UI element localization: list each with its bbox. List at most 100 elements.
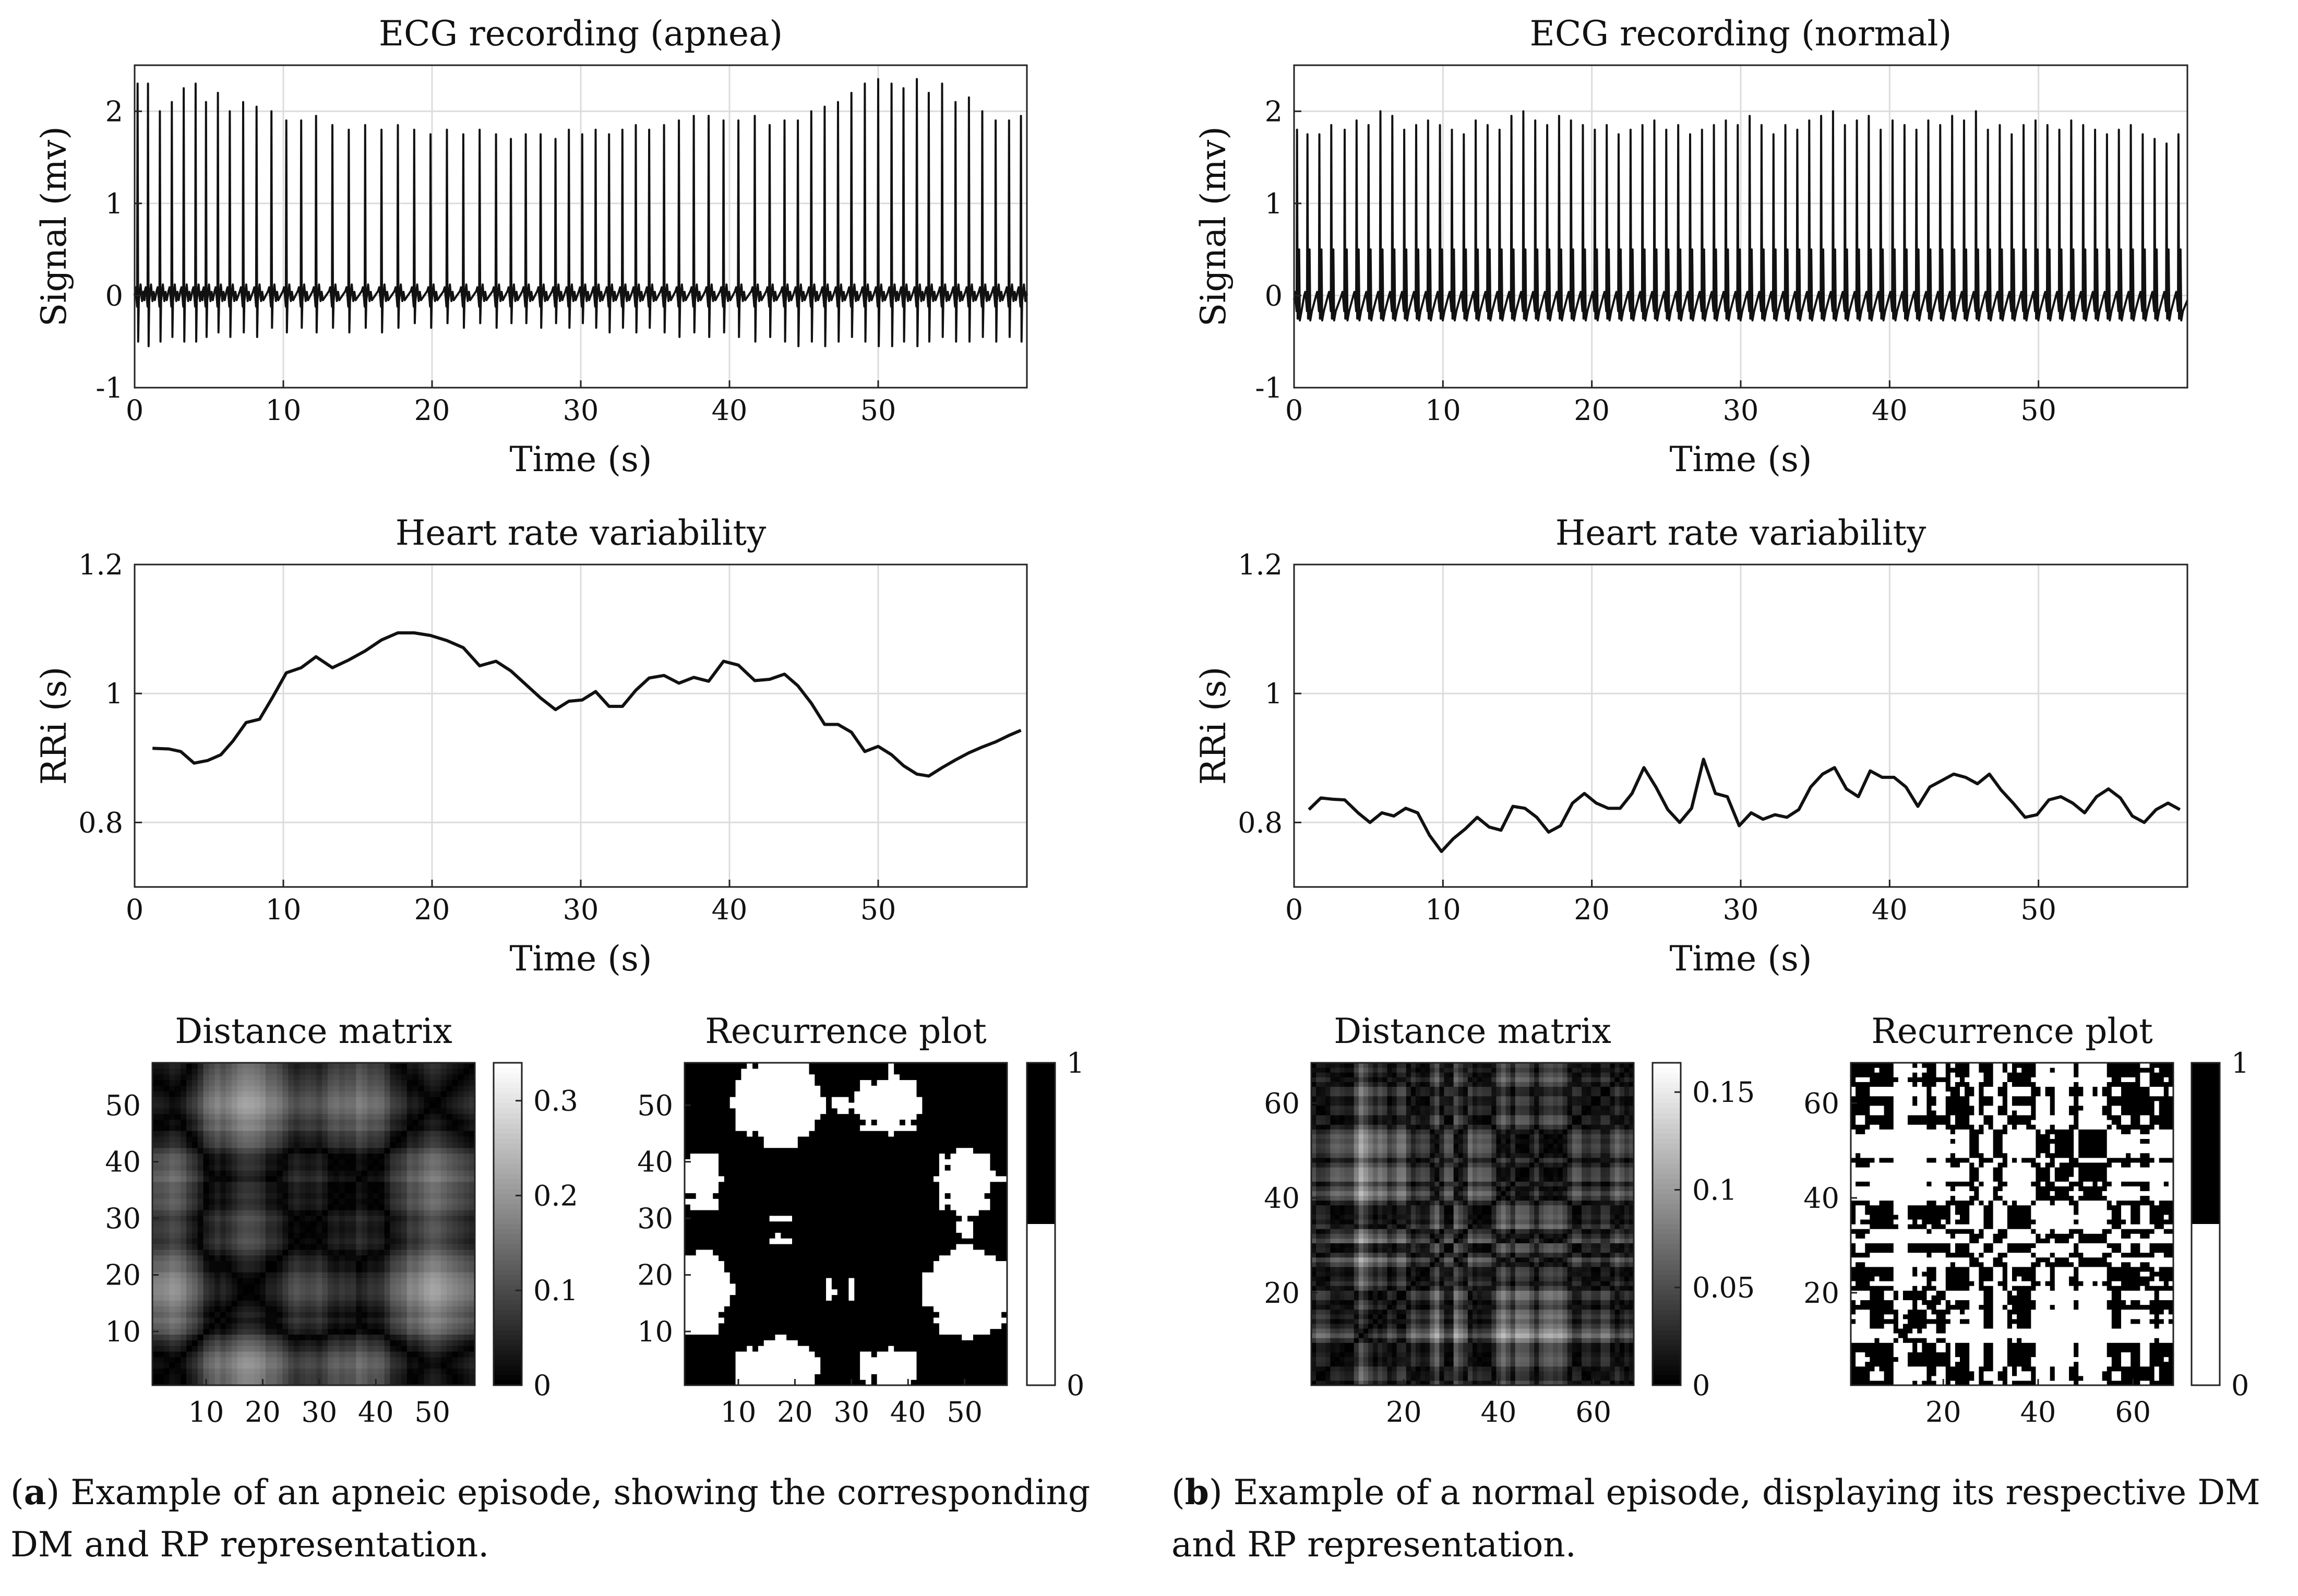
rp_apnea-cell bbox=[978, 1340, 985, 1346]
dm_apnea-cell bbox=[305, 1153, 312, 1159]
dm_apnea-cell bbox=[225, 1227, 232, 1233]
dm_apnea-cell bbox=[192, 1209, 198, 1216]
rp_apnea-cell bbox=[877, 1368, 883, 1374]
dm_apnea-cell bbox=[458, 1328, 464, 1335]
rp_apnea-cell bbox=[888, 1289, 894, 1295]
dm_apnea-cell bbox=[406, 1227, 413, 1233]
rp_apnea-cell bbox=[848, 1294, 855, 1301]
rp_apnea-cell bbox=[865, 1368, 872, 1374]
dm_apnea-cell bbox=[378, 1255, 385, 1262]
rp_apnea-cell bbox=[911, 1289, 917, 1295]
rp_apnea-cell bbox=[962, 1255, 968, 1262]
dm_apnea-cell bbox=[316, 1074, 322, 1081]
dm_apnea-cell bbox=[384, 1238, 390, 1244]
rp_apnea-cell bbox=[696, 1278, 702, 1284]
dm_apnea-cell bbox=[237, 1379, 244, 1386]
rp_apnea-cell bbox=[769, 1238, 776, 1244]
rp_apnea-cell bbox=[973, 1283, 979, 1290]
dm_apnea-cell bbox=[367, 1119, 374, 1125]
dm_apnea-cell bbox=[186, 1340, 193, 1346]
rp_apnea-cell bbox=[792, 1249, 798, 1256]
rp_apnea-cell bbox=[1001, 1362, 1008, 1369]
rp_apnea-cell bbox=[803, 1227, 810, 1233]
dm_apnea-cell bbox=[440, 1255, 447, 1262]
dm_apnea-cell bbox=[243, 1306, 249, 1312]
dm_apnea-cell bbox=[163, 1261, 170, 1267]
rp_apnea-cell bbox=[729, 1317, 736, 1324]
rp_apnea-cell bbox=[928, 1346, 934, 1352]
rp_apnea-cell bbox=[854, 1261, 860, 1267]
dm_apnea-cell bbox=[254, 1312, 260, 1318]
dm_apnea-cell bbox=[350, 1136, 356, 1143]
dm_apnea-cell bbox=[271, 1142, 278, 1148]
dm_apnea-cell bbox=[181, 1209, 187, 1216]
dm_apnea-cell bbox=[214, 1323, 221, 1329]
rp_apnea-cell bbox=[860, 1374, 866, 1380]
dm_apnea-cell bbox=[248, 1351, 255, 1358]
rp_apnea-cell bbox=[865, 1340, 872, 1346]
rp_apnea-cell bbox=[815, 1374, 821, 1380]
dm_apnea-cell bbox=[406, 1153, 413, 1159]
dm_apnea-cell bbox=[248, 1300, 255, 1306]
dm_apnea-cell bbox=[390, 1125, 396, 1131]
rp_apnea-cell bbox=[871, 1357, 878, 1363]
rp_apnea-cell bbox=[1001, 1266, 1008, 1273]
rp_apnea-cell bbox=[956, 1362, 962, 1369]
dm_apnea-cell bbox=[373, 1097, 379, 1103]
dm_apnea-cell bbox=[203, 1328, 210, 1335]
rp_apnea-cell bbox=[701, 1255, 708, 1262]
dm_apnea-colorbar-segment bbox=[494, 1299, 522, 1305]
rp_apnea-cell bbox=[848, 1283, 855, 1290]
dm_apnea-cell bbox=[390, 1328, 396, 1335]
dm_apnea-cell bbox=[446, 1175, 453, 1182]
dm_apnea-cell bbox=[243, 1227, 249, 1233]
rp_apnea-cell bbox=[984, 1283, 991, 1290]
dm_apnea-cell bbox=[322, 1068, 328, 1075]
rp_apnea-cell bbox=[752, 1351, 759, 1358]
rp_apnea-cell bbox=[820, 1357, 827, 1363]
rp_apnea-cell bbox=[843, 1334, 849, 1340]
dm_apnea-cell bbox=[152, 1153, 159, 1159]
dm_apnea-cell bbox=[305, 1261, 312, 1267]
dm_apnea-cell bbox=[175, 1266, 181, 1273]
dm_apnea-cell bbox=[203, 1289, 210, 1295]
dm_apnea-cell bbox=[333, 1063, 340, 1069]
dm_apnea-cell bbox=[265, 1379, 272, 1386]
dm_apnea-cell bbox=[412, 1147, 419, 1154]
dm_apnea-cell bbox=[328, 1255, 334, 1262]
dm_apnea-cell bbox=[197, 1238, 204, 1244]
dm_apnea-cell bbox=[260, 1243, 266, 1250]
rp_apnea-cell bbox=[724, 1255, 731, 1262]
rp_apnea-cell bbox=[826, 1278, 832, 1284]
dm_apnea-cell bbox=[277, 1300, 283, 1306]
dm_apnea-cell bbox=[288, 1097, 294, 1103]
rp_apnea-cell bbox=[769, 1323, 776, 1329]
dm_apnea-cell bbox=[316, 1294, 322, 1301]
rp_apnea-cell bbox=[900, 1312, 906, 1318]
dm_apnea-cell bbox=[254, 1079, 260, 1086]
dm_apnea-cell bbox=[339, 1328, 345, 1335]
dm_apnea-cell bbox=[277, 1272, 283, 1278]
rp_apnea-cell bbox=[707, 1221, 713, 1228]
dm_apnea-cell bbox=[305, 1102, 312, 1109]
rp_apnea-cell bbox=[752, 1243, 759, 1250]
dm_apnea-cell bbox=[418, 1209, 425, 1216]
dm_apnea-cell bbox=[378, 1175, 385, 1182]
rp_apnea-cell bbox=[837, 1289, 844, 1295]
dm_apnea-cell bbox=[225, 1204, 232, 1210]
rp_apnea-cell bbox=[826, 1346, 832, 1352]
dm_apnea-cell bbox=[220, 1131, 226, 1137]
dm_apnea-cell bbox=[181, 1063, 187, 1069]
rp_apnea-cell bbox=[713, 1243, 719, 1250]
rp_apnea-cell bbox=[820, 1283, 827, 1290]
rp_apnea-cell bbox=[820, 1328, 827, 1335]
dm_apnea-cell bbox=[169, 1368, 175, 1374]
rp_apnea-cell bbox=[871, 1346, 878, 1352]
rp_apnea-cell bbox=[781, 1221, 787, 1228]
rp_apnea-cell bbox=[758, 1379, 764, 1386]
rp_apnea-cell bbox=[928, 1362, 934, 1369]
dm_apnea-cell bbox=[282, 1204, 289, 1210]
rp_apnea-cell bbox=[758, 1340, 764, 1346]
rp_apnea-cell bbox=[809, 1243, 815, 1250]
dm_apnea-cell bbox=[175, 1142, 181, 1148]
